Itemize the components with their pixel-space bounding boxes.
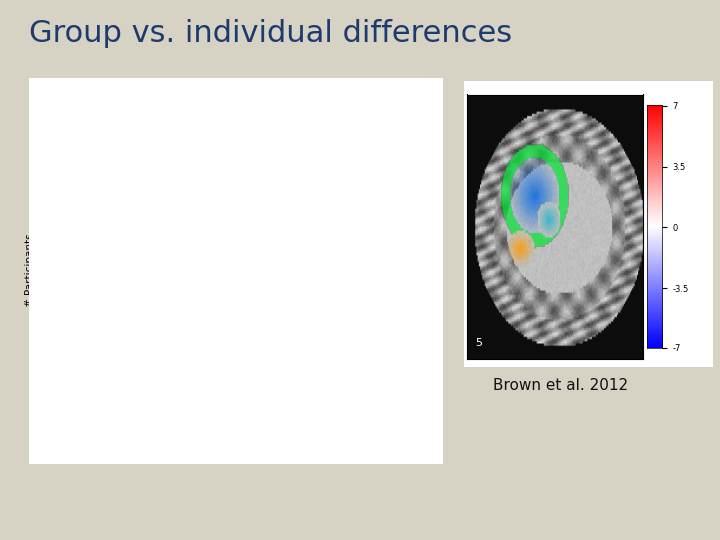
Text: patients and controls.: patients and controls. [247,505,481,525]
Bar [220,201,227,446]
Text: overlap between: overlap between [29,505,211,525]
Bar [227,270,235,446]
Bar [104,430,112,445]
Title: Posterior Cingulate Cluster: Patients vs. Controls: Posterior Cingulate Cluster: Patients vs… [132,84,369,94]
Bar [204,178,212,446]
Bar [135,407,142,446]
Bar [173,217,181,446]
Bar [212,178,220,446]
Bar [143,392,150,445]
Text: Patients: Patients [280,123,371,141]
Bar [96,438,104,446]
Bar [166,278,173,446]
Text: individual: individual [160,505,276,525]
Bar [158,331,166,445]
Bar [81,438,88,446]
Bar [335,438,343,446]
Text: Group vs. individual differences: Group vs. individual differences [29,19,512,48]
Y-axis label: # Participants: # Participants [25,233,35,307]
Bar [212,331,220,445]
Bar [166,423,173,445]
Bar [204,278,212,446]
Text: differences, but substantial: differences, but substantial [299,471,590,491]
Bar [127,415,135,446]
Bar [235,407,243,446]
Bar [112,430,119,445]
Bar [235,278,243,446]
Bar [189,178,196,446]
Text: group: group [256,471,325,491]
Bar [173,407,181,446]
Bar [158,430,166,445]
Bar [274,438,281,446]
Bar [251,293,258,446]
Bar [281,438,289,446]
Bar [289,407,297,446]
Bar [150,384,158,445]
Text: $\times 10^{-1}$: $\times 10^{-1}$ [443,475,473,488]
Bar [181,384,189,445]
Bar [312,430,320,445]
Bar [305,423,312,445]
Bar [89,438,96,446]
Bar [328,438,335,446]
Bar [220,369,227,445]
Bar [189,323,196,446]
Bar [150,438,158,446]
Bar [266,346,274,445]
X-axis label: DMN Weighting: DMN Weighting [210,469,290,479]
Bar [251,423,258,445]
Bar [243,278,250,446]
Bar [297,423,304,445]
Bar [119,423,127,445]
Bar [281,384,289,445]
Bar [289,438,297,446]
Bar [258,331,266,445]
Bar [227,392,235,445]
Text: 5: 5 [475,338,482,348]
Bar [343,438,351,446]
Bar [197,217,204,446]
Text: Brown et al. 2012: Brown et al. 2012 [493,378,629,393]
Bar [181,178,189,446]
Text: Controls: Controls [280,193,372,212]
Bar [266,430,274,445]
Text: Statistically significant: Statistically significant [29,471,271,491]
Bar [197,217,204,446]
Bar [243,415,250,446]
Bar [73,438,81,446]
Bar [274,369,281,445]
Bar [320,430,328,445]
Bar [258,430,266,445]
